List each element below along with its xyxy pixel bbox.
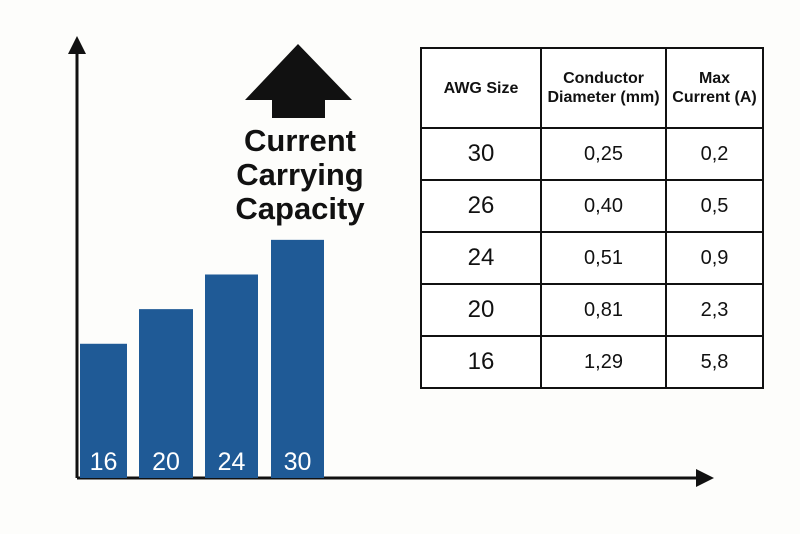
table-row: 24 0,51 0,9 — [420, 231, 764, 285]
bar-label: 16 — [90, 448, 118, 476]
table-row: 20 0,81 2,3 — [420, 283, 764, 337]
annotation: Current Carrying Capacity — [235, 123, 365, 226]
table-cell: 5,8 — [665, 335, 764, 389]
bar-label: 20 — [152, 448, 180, 476]
bar — [271, 239, 324, 478]
table-cell: 20 — [420, 283, 542, 337]
header-row: AWG Size Conductor Diameter (mm) Max Curre… — [420, 47, 764, 129]
table-row: 26 0,40 0,5 — [420, 179, 764, 233]
data-table: AWG Size Conductor Diameter (mm) Max Curre… — [420, 47, 764, 389]
table-cell: 0,5 — [665, 179, 764, 233]
table-cell: 0,9 — [665, 231, 764, 285]
table-cell: 0,2 — [665, 127, 764, 181]
bar — [80, 343, 127, 478]
bar — [205, 274, 258, 478]
up-arrow — [245, 44, 352, 118]
table-cell: 26 — [420, 179, 542, 233]
table-cell: 30 — [420, 127, 542, 181]
table-cell: 0,40 — [540, 179, 667, 233]
table-cell: 1,29 — [540, 335, 667, 389]
table-cell: 24 — [420, 231, 542, 285]
table-cell: 2,3 — [665, 283, 764, 337]
bar-label: 30 — [284, 448, 312, 476]
table-cell: 16 — [420, 335, 542, 389]
table-cell: 0,81 — [540, 283, 667, 337]
bar-label: 24 — [218, 448, 246, 476]
table-row: 16 1,29 5,8 — [420, 335, 764, 389]
table-body: 30 0,25 0,2 26 0,40 0,5 24 0,51 0,9 20 0,81 2,3 16 1,… — [420, 127, 764, 389]
x-axis-arrow — [696, 469, 714, 487]
header-cell: Conductor Diameter (mm) — [540, 47, 667, 129]
y-axis-arrow — [68, 36, 86, 54]
table-cell: 0,25 — [540, 127, 667, 181]
header-cell: Max Current (A) — [665, 47, 764, 129]
table-cell: 0,51 — [540, 231, 667, 285]
bar — [139, 309, 193, 478]
table-row: 30 0,25 0,2 — [420, 127, 764, 181]
header-cell: AWG Size — [420, 47, 542, 129]
